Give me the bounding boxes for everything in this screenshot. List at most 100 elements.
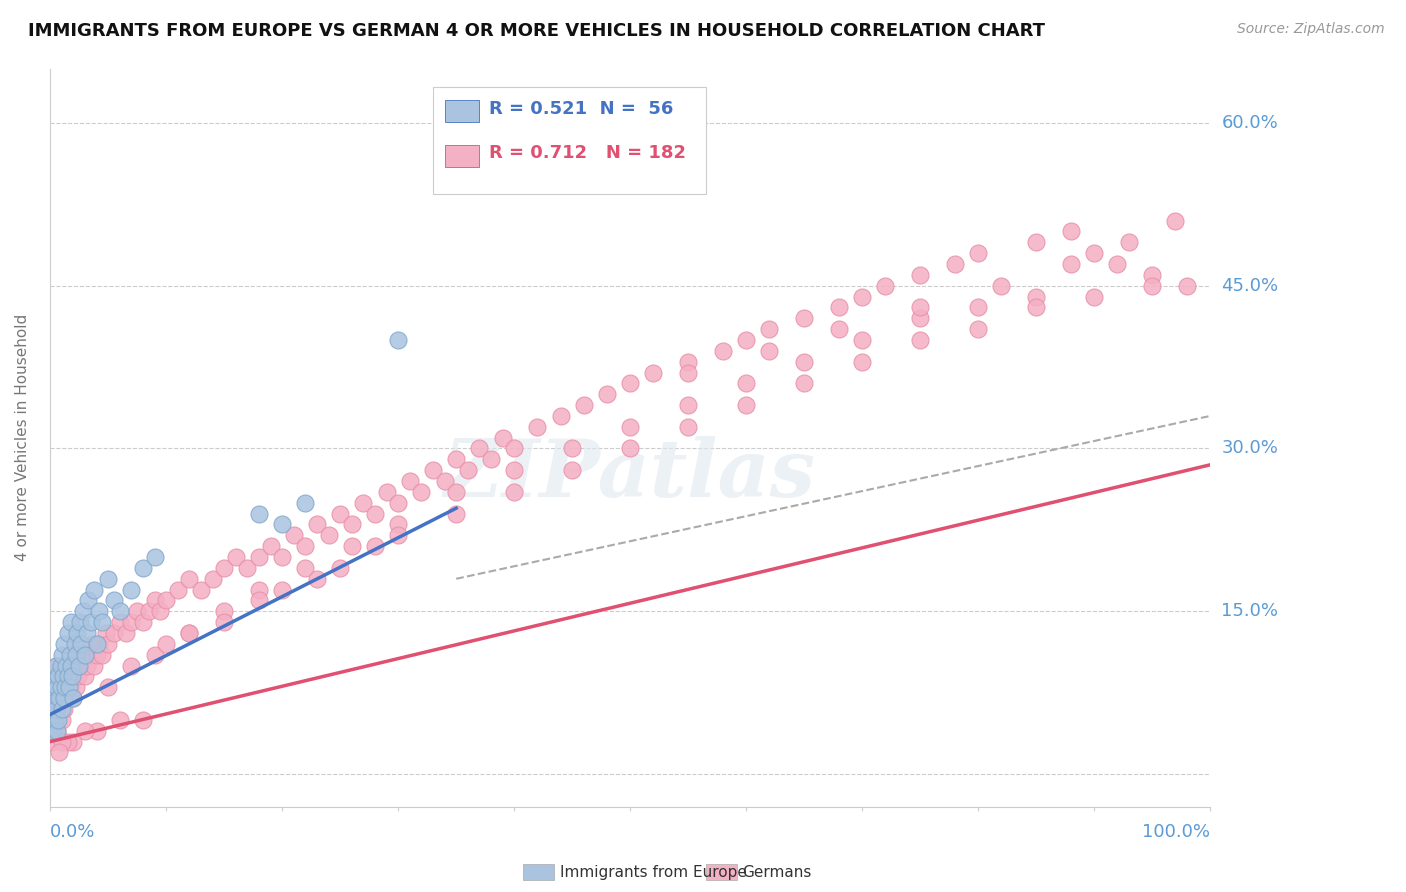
Point (143, 593, 166, 607)
Point (1164, 213, 1187, 227)
Point (72, 604, 94, 618)
Point (58, 681, 80, 695)
Point (45, 658, 67, 673)
Point (676, 354, 699, 368)
Point (103, 593, 125, 607)
Text: R = 0.712   N = 182: R = 0.712 N = 182 (489, 145, 686, 162)
Point (271, 517, 294, 532)
Point (364, 539, 387, 553)
Point (76, 626, 98, 640)
FancyBboxPatch shape (444, 100, 479, 122)
Point (56, 669, 79, 683)
Point (179, 572, 201, 586)
Text: Immigrants from Europe: Immigrants from Europe (560, 865, 747, 880)
Point (793, 354, 815, 368)
Point (46, 669, 69, 683)
Point (103, 626, 125, 640)
Point (190, 582, 212, 597)
Point (114, 626, 136, 640)
Point (91, 648, 114, 662)
Point (201, 572, 224, 586)
Point (212, 615, 235, 630)
Point (676, 366, 699, 380)
Point (127, 604, 149, 618)
Point (97, 572, 120, 586)
Point (294, 496, 316, 510)
Point (758, 322, 780, 336)
Point (51, 713, 73, 727)
Point (48, 691, 70, 706)
Point (63, 637, 86, 651)
Text: 45.0%: 45.0% (1222, 277, 1278, 294)
Point (444, 452, 467, 467)
Point (62, 691, 84, 706)
Point (561, 442, 583, 456)
Point (87, 637, 110, 651)
Point (340, 539, 363, 553)
Point (72, 648, 94, 662)
Point (44, 669, 66, 683)
Point (212, 561, 235, 575)
Point (491, 431, 513, 445)
Point (63, 658, 86, 673)
Point (1142, 278, 1164, 293)
Point (247, 550, 270, 565)
Point (910, 268, 932, 282)
Point (42, 713, 65, 727)
Point (94, 626, 117, 640)
Point (967, 322, 990, 336)
Point (41, 723, 63, 738)
Point (53, 702, 76, 716)
Point (46, 702, 69, 716)
Point (51, 658, 73, 673)
Point (433, 474, 456, 488)
Point (44, 669, 66, 683)
Point (60, 669, 83, 683)
Point (596, 387, 619, 401)
Point (60, 669, 83, 683)
Point (83, 658, 105, 673)
Point (77, 593, 100, 607)
Point (138, 604, 160, 618)
Point (79, 648, 101, 662)
Point (66, 669, 89, 683)
Point (387, 333, 409, 347)
Point (65, 681, 87, 695)
Text: ZIPatlas: ZIPatlas (444, 436, 817, 513)
Point (56, 626, 79, 640)
Point (73, 669, 96, 683)
Point (66, 626, 89, 640)
Point (247, 593, 270, 607)
Point (39, 713, 62, 727)
Point (132, 615, 155, 630)
Point (329, 561, 352, 575)
Point (387, 517, 409, 532)
Point (155, 593, 177, 607)
Point (444, 507, 467, 521)
Point (53, 637, 76, 651)
Text: Source: ZipAtlas.com: Source: ZipAtlas.com (1237, 22, 1385, 37)
Point (468, 442, 491, 456)
Point (828, 322, 851, 336)
Point (318, 528, 340, 542)
Point (526, 419, 548, 434)
Point (46, 723, 69, 738)
Point (387, 496, 409, 510)
Point (1083, 289, 1105, 303)
Point (572, 398, 595, 412)
Point (44, 723, 66, 738)
Point (45, 713, 67, 727)
Point (305, 517, 328, 532)
Point (86, 723, 108, 738)
Point (39, 734, 62, 748)
Point (62, 734, 84, 748)
Point (60, 615, 83, 630)
Point (479, 452, 502, 467)
Point (387, 528, 409, 542)
Point (910, 301, 932, 315)
Point (46, 681, 69, 695)
Point (1083, 246, 1105, 260)
Point (91, 615, 114, 630)
Point (42, 681, 65, 695)
Point (59, 681, 82, 695)
